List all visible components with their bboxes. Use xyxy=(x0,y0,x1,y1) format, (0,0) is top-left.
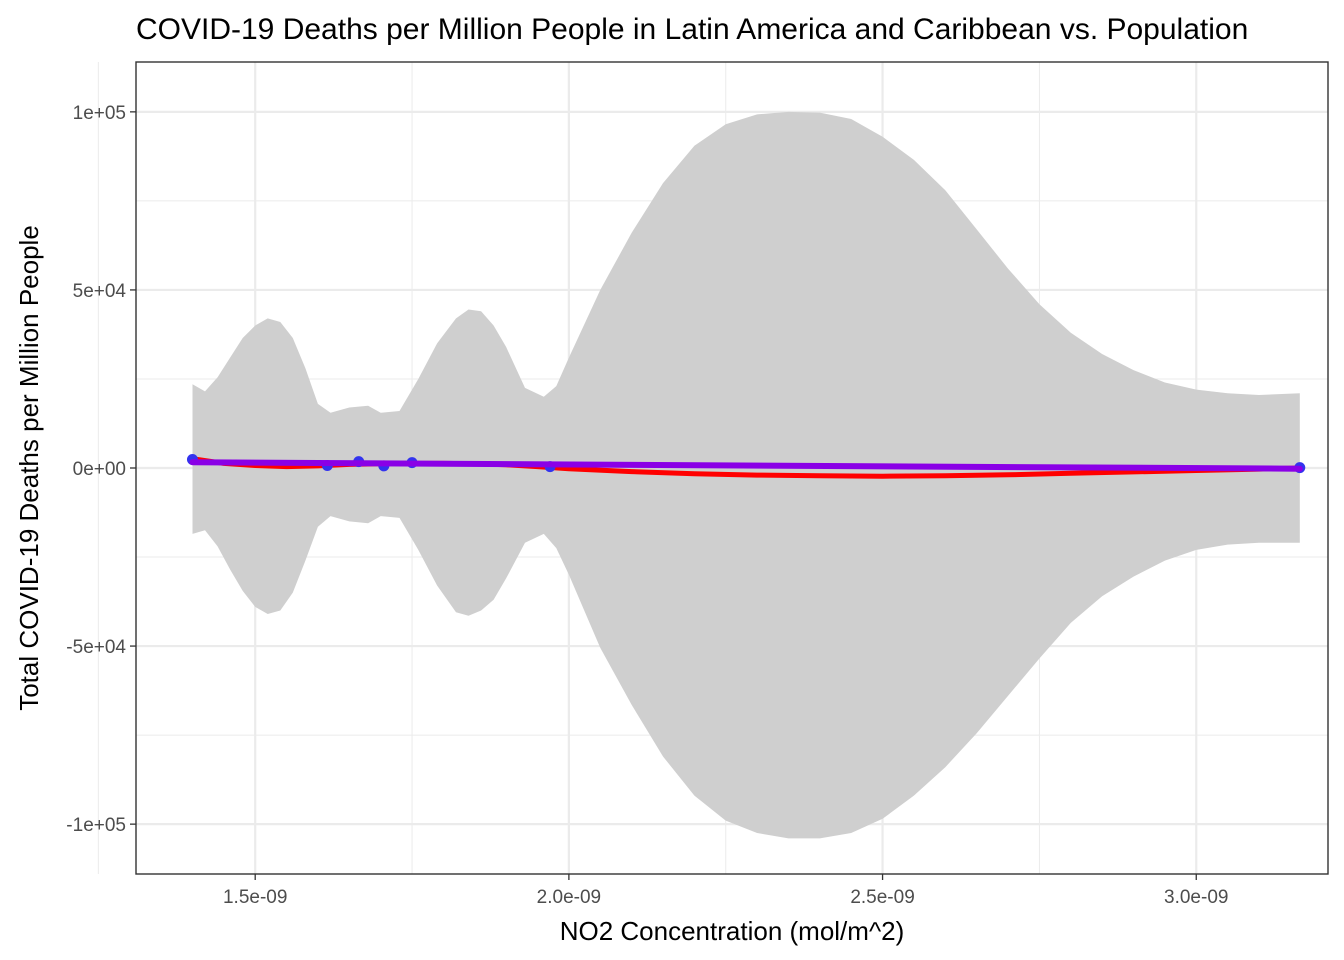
x-axis-title: NO2 Concentration (mol/m^2) xyxy=(560,916,905,946)
y-tick-label: 0e+00 xyxy=(73,459,126,480)
y-axis-title: Total COVID-19 Deaths per Million People xyxy=(14,225,44,711)
y-axis-ticks: 1e+05 5e+04 0e+00 -5e+04 -1e+05 xyxy=(66,103,136,836)
x-tick-label: 2.5e-09 xyxy=(850,887,914,908)
chart-title: COVID-19 Deaths per Million People in La… xyxy=(136,13,1248,46)
x-axis-ticks: 1.5e-09 2.0e-09 2.5e-09 3.0e-09 xyxy=(223,874,1228,908)
y-tick-label: -5e+04 xyxy=(66,637,126,658)
y-tick-label: -1e+05 xyxy=(66,815,126,836)
x-tick-label: 3.0e-09 xyxy=(1164,887,1228,908)
plot-panel xyxy=(97,61,1329,875)
y-tick-label: 5e+04 xyxy=(73,281,127,302)
x-tick-label: 2.0e-09 xyxy=(537,887,601,908)
x-tick-label: 1.5e-09 xyxy=(223,887,287,908)
linear-fit-line xyxy=(189,459,1303,472)
y-tick-label: 1e+05 xyxy=(73,103,126,124)
